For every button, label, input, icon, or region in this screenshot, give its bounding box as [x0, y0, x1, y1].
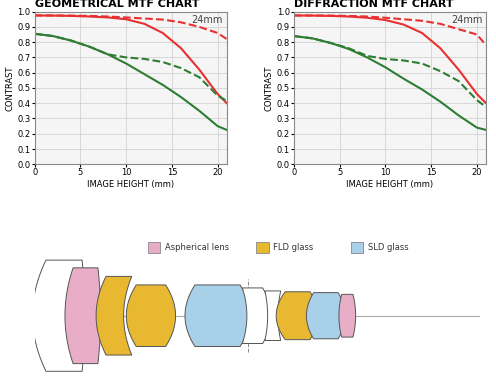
Text: DIFFRACTION MTF CHART: DIFFRACTION MTF CHART — [294, 0, 454, 9]
Polygon shape — [96, 276, 132, 355]
Polygon shape — [243, 288, 271, 343]
Polygon shape — [185, 285, 250, 346]
Polygon shape — [307, 293, 345, 339]
Y-axis label: CONTRAST: CONTRAST — [265, 65, 274, 111]
Polygon shape — [32, 260, 85, 371]
FancyBboxPatch shape — [148, 242, 160, 253]
Text: 24mm: 24mm — [191, 15, 223, 25]
Text: 24mm: 24mm — [451, 15, 482, 25]
Text: GEOMETRICAL MTF CHART: GEOMETRICAL MTF CHART — [35, 0, 199, 9]
Text: Aspherical lens: Aspherical lens — [165, 243, 229, 252]
Polygon shape — [339, 294, 356, 337]
Polygon shape — [65, 268, 101, 364]
Polygon shape — [265, 291, 281, 341]
X-axis label: IMAGE HEIGHT (mm): IMAGE HEIGHT (mm) — [87, 180, 174, 189]
Y-axis label: CONTRAST: CONTRAST — [5, 65, 14, 111]
FancyBboxPatch shape — [256, 242, 268, 253]
X-axis label: IMAGE HEIGHT (mm): IMAGE HEIGHT (mm) — [347, 180, 434, 189]
Text: SLD glass: SLD glass — [368, 243, 408, 252]
Polygon shape — [126, 285, 176, 346]
Polygon shape — [276, 292, 317, 340]
FancyBboxPatch shape — [351, 242, 363, 253]
Text: FLD glass: FLD glass — [273, 243, 313, 252]
